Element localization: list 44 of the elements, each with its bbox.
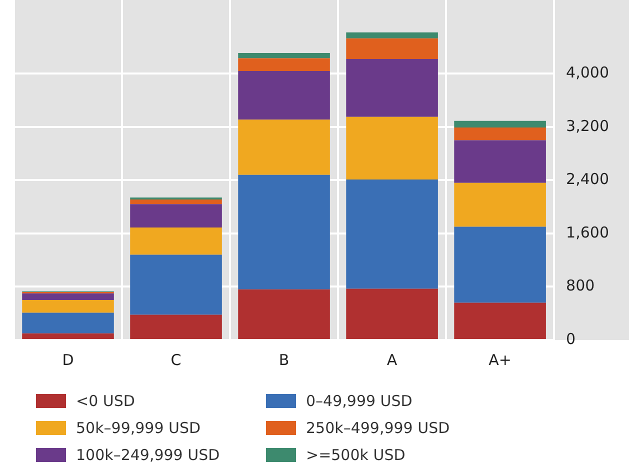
x-tick-label: C (170, 350, 182, 369)
bar (238, 70, 330, 120)
bar (454, 128, 546, 140)
y-tick-label: 0 (566, 330, 576, 348)
legend-label: <0 USD (76, 392, 135, 410)
bar (454, 226, 546, 303)
bar (454, 120, 546, 128)
bar (346, 38, 438, 59)
bar (130, 254, 222, 315)
bar (22, 300, 114, 313)
bar (22, 312, 114, 334)
bar (130, 204, 222, 228)
legend-label: 250k–499,999 USD (306, 419, 450, 437)
y-tick-label: 800 (566, 276, 595, 295)
bar (238, 289, 330, 339)
bar (346, 32, 438, 38)
bar (238, 174, 330, 290)
legend-label: 0–49,999 USD (306, 392, 412, 410)
bar (346, 180, 438, 289)
x-tick-label: D (62, 350, 74, 369)
x-tick-label: A+ (488, 350, 512, 369)
y-tick-label: 3,200 (566, 116, 610, 135)
bar (454, 302, 546, 339)
x-tick-label: B (278, 350, 290, 369)
y-tick-label: 2,400 (566, 170, 610, 188)
bar (130, 227, 222, 255)
bar (238, 120, 330, 175)
bar (130, 199, 222, 204)
bar (238, 52, 330, 58)
y-tick-label: 1,600 (566, 223, 610, 242)
bar (346, 116, 438, 180)
bar (454, 182, 546, 227)
bar (22, 333, 114, 339)
bar (130, 314, 222, 339)
bar (22, 293, 114, 300)
bar (346, 58, 438, 117)
x-tick-label: A (386, 350, 398, 369)
legend-label: 50k–99,999 USD (76, 419, 201, 437)
bar (454, 140, 546, 183)
bar (346, 288, 438, 339)
bar (238, 58, 330, 71)
y-tick-label: 4,000 (566, 64, 610, 82)
legend-label: 100k–249,999 USD (76, 446, 220, 464)
legend-label: >=500k USD (306, 446, 406, 464)
